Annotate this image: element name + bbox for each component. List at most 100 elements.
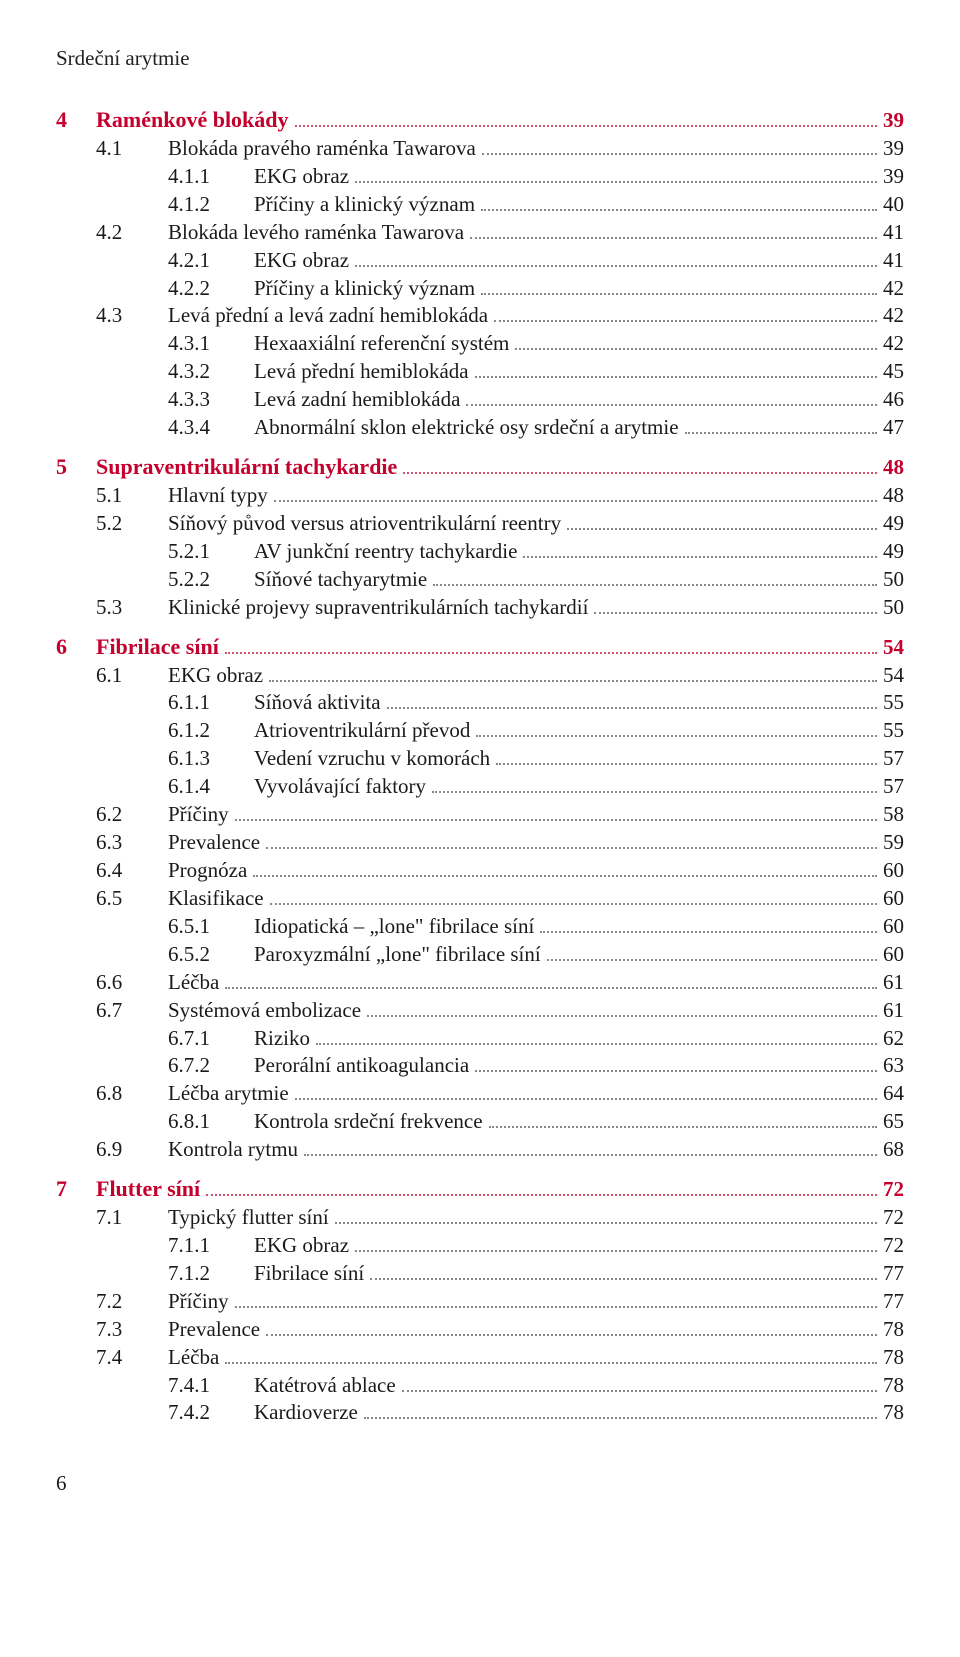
toc-section-number: 6.9 [96, 1136, 168, 1164]
toc-chapter-title: Supraventrikulární tachykardie [96, 452, 397, 481]
toc-leader-dots [433, 583, 877, 586]
toc-subsection-page: 45 [883, 358, 904, 386]
toc-chapter-page: 39 [883, 107, 904, 135]
toc-subsection-page: 60 [883, 913, 904, 941]
toc-leader-dots [481, 208, 877, 211]
toc-leader-dots [432, 790, 877, 793]
toc-section-title: Kontrola rytmu [168, 1136, 298, 1164]
toc-leader-dots [235, 818, 877, 821]
toc-section-row: 4.3Levá přední a levá zadní hemiblokáda4… [56, 302, 904, 330]
toc-subsection-number: 6.7.1 [168, 1025, 254, 1053]
toc-subsection-page: 72 [883, 1232, 904, 1260]
toc-leader-dots [295, 1097, 877, 1100]
toc-chapter-number: 4 [56, 105, 96, 134]
toc-subsection-title: Kontrola srdeční frekvence [254, 1108, 483, 1136]
toc-section-number: 5.3 [96, 594, 168, 622]
toc-leader-dots [476, 734, 877, 737]
toc-section-page: 54 [883, 662, 904, 690]
toc-section-number: 5.1 [96, 482, 168, 510]
toc-section-number: 6.5 [96, 885, 168, 913]
toc-section-page: 78 [883, 1344, 904, 1372]
toc-section-row: 7.3Prevalence78 [56, 1316, 904, 1344]
toc-subsection-title: Fibrilace síní [254, 1260, 364, 1288]
toc-subsection-row: 5.2.1AV junkční reentry tachykardie49 [56, 538, 904, 566]
toc-leader-dots [225, 986, 877, 989]
toc-section-title: Léčba [168, 969, 219, 997]
toc-leader-dots [489, 1125, 877, 1128]
toc-subsection-page: 55 [883, 689, 904, 717]
toc-subsection-row: 6.5.1Idiopatická – „lone" fibrilace síní… [56, 913, 904, 941]
toc-section-page: 48 [883, 482, 904, 510]
toc-subsection-number: 4.2.1 [168, 247, 254, 275]
toc-subsection-number: 6.7.2 [168, 1052, 254, 1080]
toc-section-page: 77 [883, 1288, 904, 1316]
toc-section-page: 41 [883, 219, 904, 247]
toc-subsection-page: 63 [883, 1052, 904, 1080]
toc-subsection-title: Síňové tachyarytmie [254, 566, 427, 594]
toc-leader-dots [482, 152, 877, 155]
toc-section-row: 6.2Příčiny58 [56, 801, 904, 829]
toc-subsection-number: 5.2.1 [168, 538, 254, 566]
toc-subsection-page: 50 [883, 566, 904, 594]
toc-leader-dots [370, 1277, 877, 1280]
toc-subsection-row: 4.1.1EKG obraz39 [56, 163, 904, 191]
toc-section-row: 7.1Typický flutter síní72 [56, 1204, 904, 1232]
toc-section-number: 5.2 [96, 510, 168, 538]
toc-subsection-number: 7.4.1 [168, 1372, 254, 1400]
toc-leader-dots [481, 292, 877, 295]
toc-subsection-row: 4.3.2Levá přední hemiblokáda45 [56, 358, 904, 386]
page-number: 6 [56, 1471, 904, 1496]
toc-subsection-title: Paroxyzmální „lone" fibrilace síní [254, 941, 541, 969]
toc-subsection-title: Vyvolávající faktory [254, 773, 426, 801]
toc-leader-dots [403, 471, 877, 474]
toc-section-title: Klasifikace [168, 885, 264, 913]
toc-subsection-page: 47 [883, 414, 904, 442]
toc-subsection-title: Příčiny a klinický význam [254, 275, 475, 303]
toc-subsection-row: 4.1.2Příčiny a klinický význam40 [56, 191, 904, 219]
toc-leader-dots [355, 264, 877, 267]
toc-section-title: Blokáda pravého raménka Tawarova [168, 135, 476, 163]
toc-subsection-title: Riziko [254, 1025, 310, 1053]
toc-section-number: 4.1 [96, 135, 168, 163]
toc-subsection-page: 78 [883, 1372, 904, 1400]
toc-leader-dots [594, 611, 877, 614]
toc-subsection-number: 4.1.2 [168, 191, 254, 219]
toc-subsection-number: 6.1.4 [168, 773, 254, 801]
toc-chapter-row: 6Fibrilace síní54 [56, 632, 904, 662]
toc-leader-dots [225, 1361, 877, 1364]
toc-section-title: EKG obraz [168, 662, 263, 690]
toc-chapter-page: 54 [883, 634, 904, 662]
toc-leader-dots [402, 1389, 877, 1392]
toc-section-page: 64 [883, 1080, 904, 1108]
running-head: Srdeční arytmie [56, 46, 904, 71]
toc-chapter-block: 4Raménkové blokády394.1Blokáda pravého r… [56, 105, 904, 442]
toc-chapter-row: 4Raménkové blokády39 [56, 105, 904, 135]
toc-section-title: Typický flutter síní [168, 1204, 329, 1232]
toc-leader-dots [496, 762, 877, 765]
toc-subsection-number: 6.1.1 [168, 689, 254, 717]
toc-section-number: 6.4 [96, 857, 168, 885]
toc-section-row: 4.2Blokáda levého raménka Tawarova41 [56, 219, 904, 247]
toc-subsection-title: Kardioverze [254, 1399, 358, 1427]
toc-chapter-page: 72 [883, 1176, 904, 1204]
toc-section-row: 6.1EKG obraz54 [56, 662, 904, 690]
toc-subsection-title: Idiopatická – „lone" fibrilace síní [254, 913, 534, 941]
toc-leader-dots [466, 403, 877, 406]
toc-section-title: Síňový původ versus atrioventrikulární r… [168, 510, 561, 538]
toc-section-title: Prevalence [168, 829, 260, 857]
toc-subsection-page: 62 [883, 1025, 904, 1053]
toc-subsection-row: 4.3.1Hexaaxiální referenční systém42 [56, 330, 904, 358]
toc-subsection-row: 7.1.1EKG obraz72 [56, 1232, 904, 1260]
toc-subsection-row: 6.1.3Vedení vzruchu v komorách57 [56, 745, 904, 773]
toc-subsection-title: Atrioventrikulární převod [254, 717, 470, 745]
toc-subsection-number: 6.1.3 [168, 745, 254, 773]
toc-subsection-number: 4.3.4 [168, 414, 254, 442]
toc-chapter-row: 7Flutter síní72 [56, 1174, 904, 1204]
toc-section-number: 6.3 [96, 829, 168, 857]
toc-section-title: Levá přední a levá zadní hemiblokáda [168, 302, 488, 330]
toc-subsection-title: Levá přední hemiblokáda [254, 358, 469, 386]
toc-subsection-page: 41 [883, 247, 904, 275]
toc-subsection-number: 6.5.2 [168, 941, 254, 969]
toc-leader-dots [540, 930, 877, 933]
toc-section-page: 78 [883, 1316, 904, 1344]
